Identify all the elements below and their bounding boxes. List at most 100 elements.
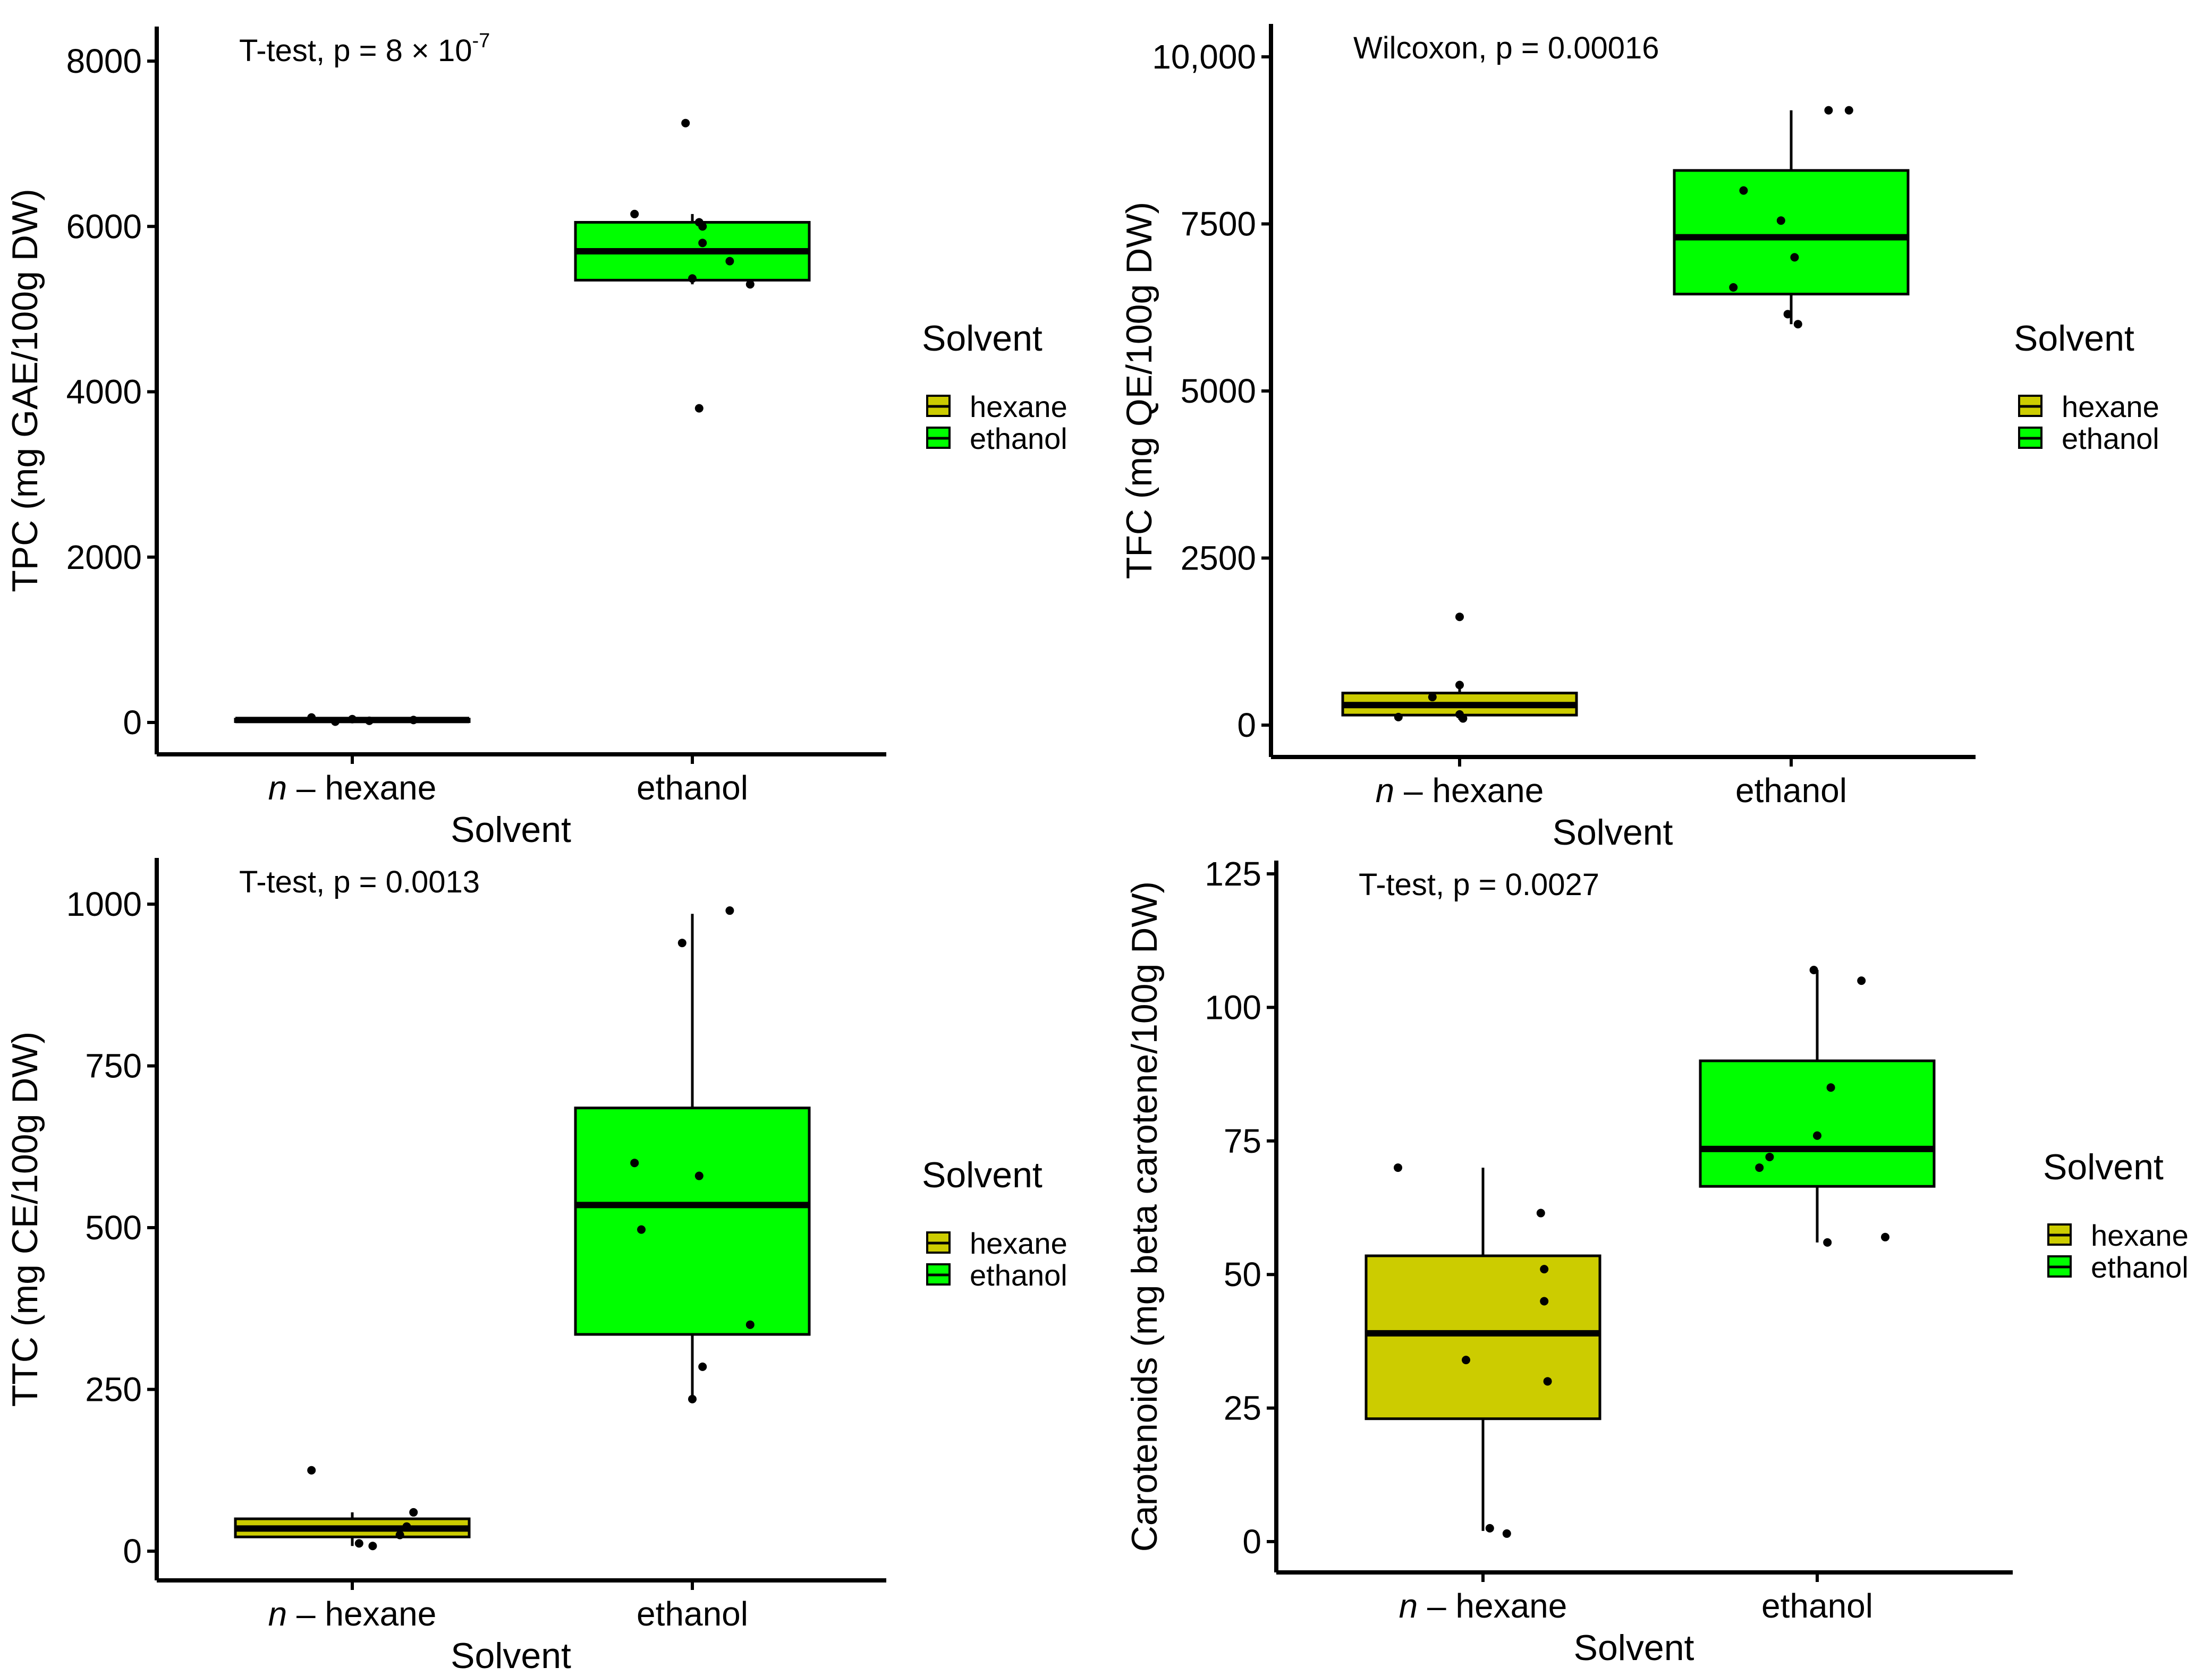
chart-panel-4: 0 25 50 75 100 125 n – hexane ethanol Solvent Car… [1124,855,2189,1668]
data-point [1394,712,1403,721]
x-axis-title: Solvent [451,1636,571,1676]
data-point [395,1530,404,1539]
y-tick-label: 0 [1237,706,1256,744]
test-annotation-exponent: -7 [472,30,490,52]
test-annotation-text: T-test, p = 8 × 10 [239,33,472,68]
x-axis-title: Solvent [451,810,571,850]
box-ethanol [574,118,811,413]
legend-label-ethanol: ethanol [970,422,1067,455]
y-axis-title: Carotenoids (mg beta carotene/100g DW) [1124,881,1165,1552]
data-point [307,1466,316,1475]
box-hexane [1365,1163,1601,1538]
data-point [1826,1083,1835,1092]
data-point [307,713,316,722]
x-axis-title: Solvent [1553,812,1673,853]
data-point [1844,106,1853,115]
data-point [688,1394,697,1403]
y-tick-label: 4000 [66,373,142,411]
data-point [1459,714,1468,723]
data-point [681,118,690,127]
data-point [368,1542,377,1551]
chart-panel-3: 0 250 500 750 1000 n – hexane ethanol Solvent TT… [5,858,1067,1676]
test-annotation: Wilcoxon, p = 0.00016 [1353,31,1659,65]
x-tick-label-italic: n [268,1595,287,1633]
y-tick-label: 2500 [1181,539,1256,577]
data-point [677,939,687,948]
legend-label-hexane: hexane [970,1227,1067,1260]
legend-title: Solvent [2014,318,2134,359]
test-annotation: T-test, p = 0.0013 [239,865,480,899]
x-tick-label-italic: n [1376,771,1395,810]
legend-label-ethanol: ethanol [2062,422,2159,455]
y-tick-label: 1000 [66,885,142,923]
legend-label-hexane: hexane [2091,1219,2189,1252]
data-point [331,717,340,726]
data-point [402,1522,411,1531]
y-axis-title: TPC (mg GAE/100g DW) [5,189,45,592]
test-annotation: T-test, p = 8 × 10-7 [239,30,490,68]
data-point [1739,186,1748,195]
y-tick-label: 50 [1224,1255,1261,1294]
test-annotation-text: T-test, p = 0.0027 [1359,867,1599,902]
data-point [725,906,734,915]
data-point [1394,1163,1402,1172]
legend-title: Solvent [922,318,1043,359]
data-point [1536,1209,1545,1218]
data-point [1540,1297,1549,1306]
y-axis-title: TTC (mg CE/100g DW) [5,1032,45,1407]
data-point [1729,283,1738,292]
data-point [688,274,697,283]
box-hexane [234,713,471,726]
y-tick-label: 500 [85,1209,142,1247]
y-tick-label: 750 [85,1047,142,1085]
data-point [630,209,639,218]
data-point [1776,216,1785,225]
data-point [1540,1265,1549,1274]
test-annotation: T-test, p = 0.0027 [1359,867,1599,902]
x-tick-label-text: – hexane [287,1595,436,1633]
box-hexane [1341,612,1578,723]
data-point [348,714,357,724]
legend-label-ethanol: ethanol [2091,1250,2189,1284]
y-tick-label: 125 [1205,855,1261,893]
data-point [694,1171,704,1180]
data-point [1793,320,1802,329]
data-point [1543,1377,1552,1386]
box-ethanol [574,906,811,1403]
x-tick-label: ethanol [1761,1587,1873,1625]
x-tick-label: n – hexane [268,1595,437,1633]
data-point [637,1225,646,1234]
box-hexane [234,1466,471,1551]
y-tick-label: 10,000 [1152,38,1256,76]
y-axis-title: TFC (mg QE/100g DW) [1119,202,1159,579]
data-point [365,716,374,725]
x-tick-label: n – hexane [1399,1587,1567,1625]
y-tick-label: 7500 [1181,205,1256,243]
data-point [1824,106,1833,115]
iqr-box [574,1107,811,1336]
test-annotation-text: Wilcoxon, p = 0.00016 [1353,31,1659,65]
data-point [1857,976,1866,985]
y-tick-label: 2000 [66,538,142,576]
x-tick-label-text: ethanol [1761,1587,1873,1625]
data-point [1809,966,1818,975]
data-point [1765,1152,1774,1161]
x-tick-label: n – hexane [268,769,437,807]
data-point [745,280,755,289]
data-point [1790,253,1799,262]
data-point [1428,693,1437,702]
data-point [1783,310,1792,319]
y-tick-label: 100 [1205,988,1261,1026]
test-annotation-text: T-test, p = 0.0013 [239,865,480,899]
y-tick-label: 0 [123,1532,142,1570]
data-point [1502,1529,1511,1538]
box-ethanol [1673,106,1910,329]
legend-title: Solvent [2043,1147,2164,1187]
y-tick-label: 250 [85,1371,142,1409]
x-tick-label-italic: n [1399,1587,1418,1625]
y-tick-label: 0 [1242,1522,1261,1561]
